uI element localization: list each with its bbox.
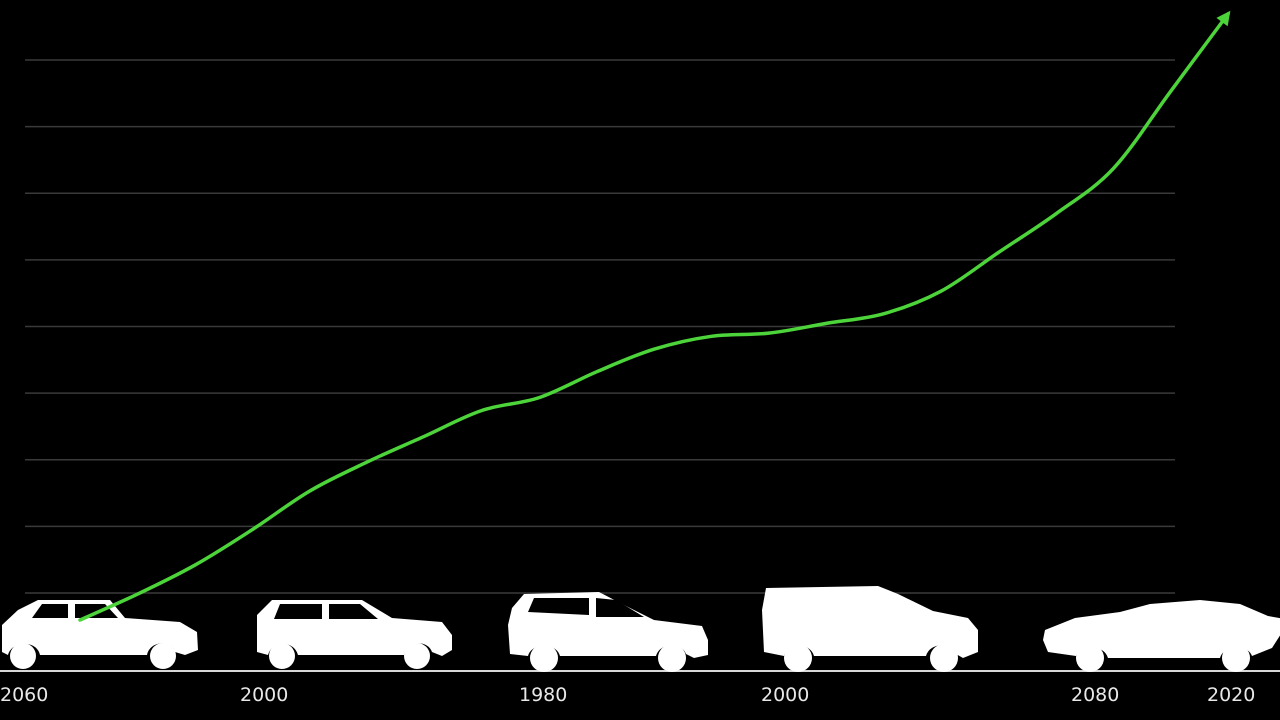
series-line [78, 12, 1230, 622]
gridlines [25, 59, 1175, 594]
sedan-car-icon [1043, 600, 1280, 672]
x-tick-labels: 2060 2000 1980 2000 2080 2020 [0, 684, 1255, 706]
x-tick-label: 2060 [0, 684, 48, 706]
car-silhouettes [2, 586, 1280, 672]
suv-car-icon [508, 592, 708, 672]
boxy-suv-icon [762, 586, 978, 672]
x-tick-label: 2000 [240, 684, 288, 706]
x-tick-label: 2000 [761, 684, 809, 706]
x-tick-label: 2080 [1071, 684, 1119, 706]
x-tick-label: 2020 [1207, 684, 1255, 706]
hatchback-car-icon [2, 600, 198, 669]
hatchback-car-icon [257, 600, 452, 669]
x-tick-label: 1980 [519, 684, 567, 706]
series-arrowhead [1216, 10, 1231, 27]
